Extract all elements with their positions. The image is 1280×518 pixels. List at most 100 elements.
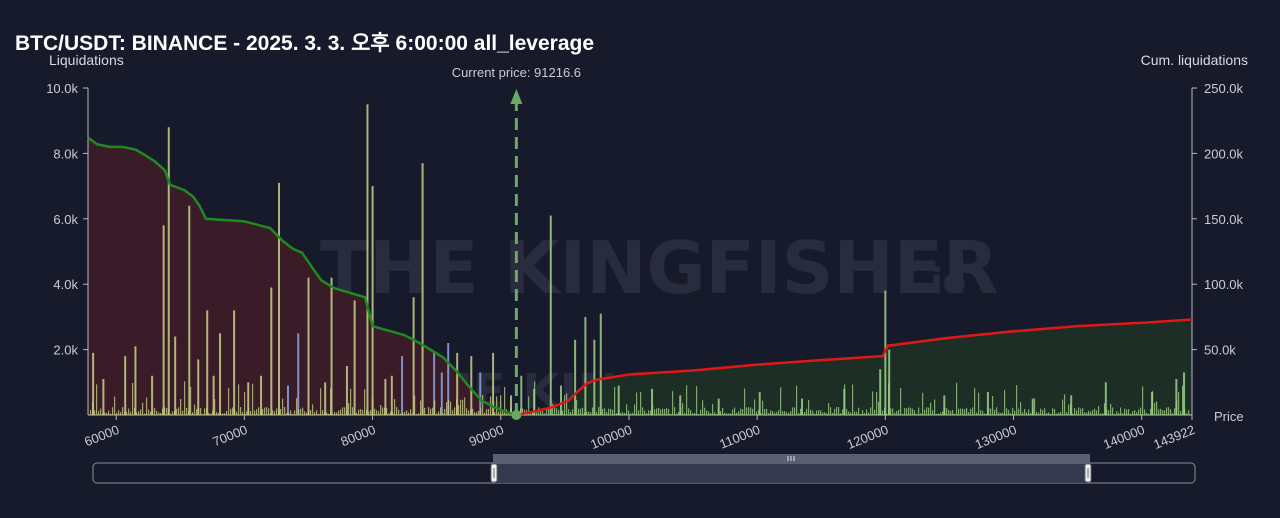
liquidation-bar (151, 375, 154, 415)
y2-tick-label: 200.0k (1204, 146, 1244, 161)
chart-title: BTC/USDT: BINANCE - 2025. 3. 3. 오후 6:00:… (15, 32, 595, 55)
liquidation-bar-minor (544, 413, 546, 415)
liquidation-bar-minor (202, 413, 204, 415)
liquidation-bar-minor (946, 408, 948, 415)
liquidation-bar-minor (472, 408, 474, 415)
liquidation-bar-minor (680, 407, 682, 415)
liquidation-bar-minor (1064, 394, 1066, 415)
liquidation-bar-minor (1174, 408, 1176, 415)
liquidation-bar-minor (722, 407, 724, 415)
liquidation-bar-minor (154, 408, 156, 415)
liquidation-bar-minor (404, 411, 406, 415)
liquidation-bar-minor (714, 412, 716, 415)
liquidation-bar-minor (698, 413, 700, 415)
liquidation-bar-minor (320, 388, 322, 415)
liquidation-bar-minor (388, 413, 390, 415)
liquidation-bar-minor (350, 388, 352, 415)
liquidation-bar-minor (994, 409, 996, 415)
liquidation-bar-minor (1030, 413, 1032, 415)
liquidation-bar-minor (844, 384, 846, 415)
liquidation-bar-minor (420, 400, 422, 415)
liquidation-bar-minor (920, 413, 922, 415)
current-price-marker (511, 410, 522, 420)
liquidation-bar-minor (480, 407, 482, 415)
liquidation-bar-minor (734, 407, 736, 415)
liquidation-bar-minor (494, 412, 496, 415)
liquidation-bar (1070, 395, 1073, 415)
liquidation-bar-minor (342, 407, 344, 415)
liquidation-bar-minor (328, 413, 330, 415)
liquidation-bar-minor (612, 409, 614, 415)
liquidation-bar (384, 379, 387, 415)
liquidation-bar-minor (142, 402, 144, 415)
liquidation-bar (162, 225, 165, 415)
liquidation-bar-minor (1052, 408, 1054, 415)
liquidation-bar-minor (536, 412, 538, 415)
liquidation-bar-minor (1162, 409, 1164, 415)
liquidation-bar-minor (252, 383, 254, 415)
liquidation-bar-minor (102, 413, 104, 415)
liquidation-bar-minor (482, 395, 484, 415)
liquidation-bar-minor (796, 385, 798, 415)
x-tick-label: 80000 (339, 422, 378, 449)
liquidation-bar-minor (138, 411, 140, 415)
liquidation-bar (134, 346, 137, 415)
liquidation-bar-minor (754, 399, 756, 415)
range-navigator[interactable] (92, 454, 1196, 484)
liquidation-bar-minor (914, 410, 916, 415)
liquidation-bar-minor (726, 413, 728, 415)
liquidation-bar-minor (648, 410, 650, 415)
liquidation-bar-minor (380, 405, 382, 415)
liquidation-bar-minor (266, 407, 268, 415)
liquidation-bar (758, 392, 761, 415)
liquidation-bar-minor (1046, 413, 1048, 415)
liquidation-bar-minor (356, 412, 358, 415)
liquidation-bar-minor (374, 408, 376, 415)
liquidation-bar-minor (808, 400, 810, 415)
liquidation-bar-minor (284, 407, 286, 415)
liquidation-bar-minor (1126, 409, 1128, 415)
liquidation-bar-minor (642, 407, 644, 415)
liquidation-bar-minor (758, 410, 760, 415)
liquidation-bar-minor (450, 401, 452, 415)
liquidation-bar (520, 375, 523, 415)
grip-icon[interactable] (787, 456, 795, 461)
liquidation-bar-minor (552, 403, 554, 415)
liquidation-bar (888, 349, 891, 415)
liquidation-bar-minor (622, 412, 624, 415)
liquidation-bar (197, 359, 200, 415)
liquidation-bar-minor (1078, 407, 1080, 415)
liquidation-bar-minor (1010, 413, 1012, 415)
liquidation-bar-minor (200, 408, 202, 415)
liquidation-bar-minor (636, 392, 638, 415)
liquidation-bar-minor (530, 413, 532, 415)
liquidation-bar-minor (184, 381, 186, 415)
liquidation-bar-minor (834, 408, 836, 415)
liquidation-bar-minor (242, 411, 244, 415)
liquidation-bar-minor (156, 410, 158, 415)
liquidation-bar-minor (198, 407, 200, 415)
liquidation-bar-minor (1000, 412, 1002, 415)
liquidation-bar-minor (696, 386, 698, 415)
liquidation-bar (651, 388, 654, 415)
liquidation-bar-minor (790, 411, 792, 415)
liquidation-bar (492, 352, 495, 415)
liquidation-bar (390, 375, 393, 415)
liquidation-bar-minor (432, 407, 434, 415)
liquidation-bar-minor (474, 412, 476, 415)
liquidation-bar-minor (210, 413, 212, 415)
liquidation-bar-minor (1034, 398, 1036, 415)
x-tick-label: 100000 (588, 422, 634, 452)
liquidation-bar-minor (360, 409, 362, 415)
liquidation-bar-minor (924, 409, 926, 415)
liquidation-bar-minor (444, 409, 446, 415)
liquidation-bar-minor (578, 408, 580, 415)
liquidation-bar (1031, 398, 1034, 415)
liquidation-bar-minor (144, 413, 146, 415)
liquidation-bar (593, 339, 596, 415)
liquidation-bar-minor (406, 410, 408, 415)
liquidation-bars (90, 104, 1190, 416)
liquidation-bar-minor (628, 410, 630, 415)
liquidation-bar-minor (118, 410, 120, 415)
liquidation-bar-minor (922, 392, 924, 415)
